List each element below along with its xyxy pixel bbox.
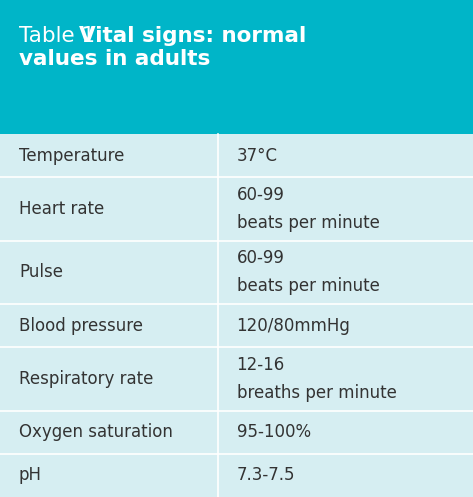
Text: beats per minute: beats per minute [236,277,379,295]
Text: 37°C: 37°C [236,147,278,165]
Text: 120/80mmHg: 120/80mmHg [236,317,350,334]
Text: breaths per minute: breaths per minute [236,384,396,402]
Text: Blood pressure: Blood pressure [19,317,143,334]
Bar [0,0,473,134]
Text: Temperature: Temperature [19,147,124,165]
Text: Respiratory rate: Respiratory rate [19,370,153,388]
Text: Pulse: Pulse [19,263,63,281]
Text: 60-99: 60-99 [236,186,284,204]
Bar [0,411,473,454]
Bar [0,241,473,304]
Bar [0,177,473,241]
Text: Vital signs: normal
values in adults: Vital signs: normal values in adults [19,26,306,69]
Text: 12-16: 12-16 [236,356,285,374]
Bar [0,347,473,411]
Text: Table 1.: Table 1. [19,26,109,46]
Text: 7.3-7.5: 7.3-7.5 [236,466,295,485]
Text: 60-99: 60-99 [236,249,284,267]
Text: 95-100%: 95-100% [236,423,311,441]
Text: Oxygen saturation: Oxygen saturation [19,423,173,441]
Bar [0,304,473,347]
Text: pH: pH [19,466,42,485]
Bar [0,454,473,497]
Text: beats per minute: beats per minute [236,214,379,232]
Bar [0,134,473,177]
Text: Heart rate: Heart rate [19,200,104,218]
